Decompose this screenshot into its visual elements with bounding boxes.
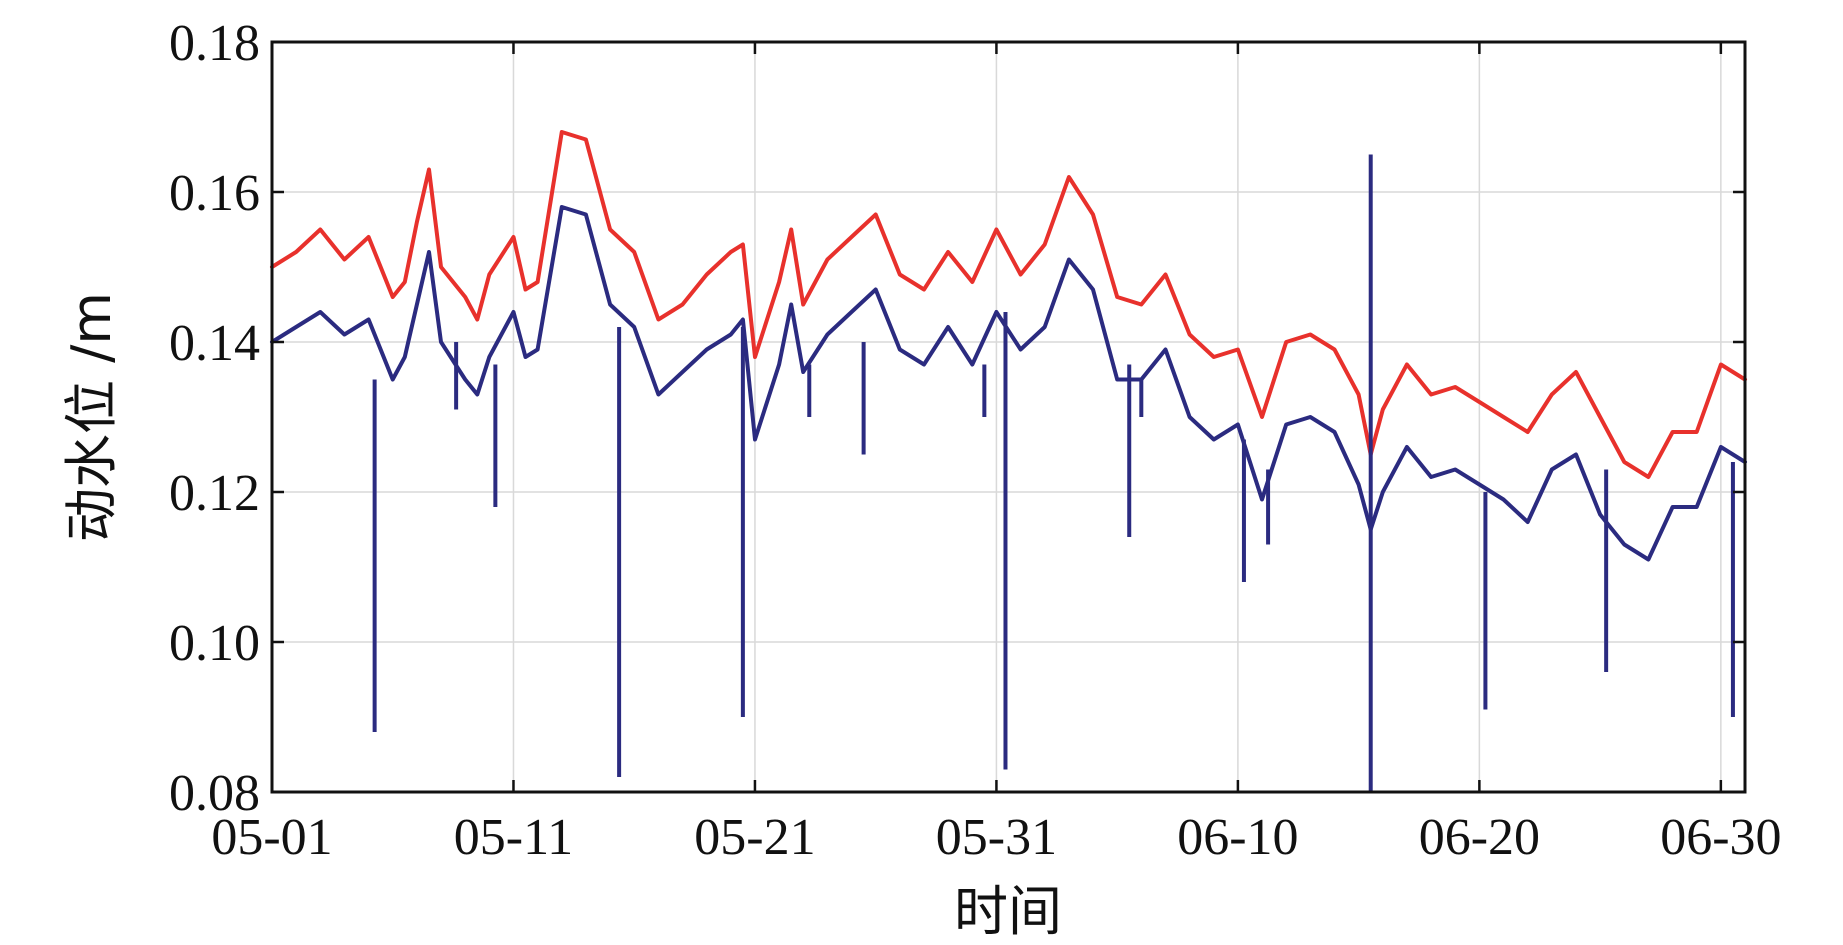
x-axis-title: 时间 bbox=[954, 880, 1062, 943]
x-tick-label: 06-30 bbox=[1660, 809, 1781, 866]
tick-marks bbox=[270, 40, 1745, 794]
x-tick-label: 05-01 bbox=[211, 809, 332, 866]
series-line-blue bbox=[270, 205, 1747, 562]
x-tick-label: 06-20 bbox=[1419, 809, 1540, 866]
x-tick-label: 05-21 bbox=[694, 809, 815, 866]
x-tick-labels: 05-01 05-11 05-21 05-31 06-10 06-20 06-30 bbox=[211, 809, 1781, 866]
x-tick-label: 05-31 bbox=[936, 809, 1057, 866]
y-tick-label: 0.08 bbox=[169, 765, 260, 822]
y-tick-label: 0.18 bbox=[169, 15, 260, 72]
y-tick-label: 0.14 bbox=[169, 315, 260, 372]
y-tick-label: 0.10 bbox=[169, 615, 260, 672]
series-lines bbox=[270, 130, 1747, 792]
y-axis-title: 动水位 /m bbox=[60, 292, 123, 542]
y-tick-labels: 0.08 0.10 0.12 0.14 0.16 0.18 bbox=[169, 15, 260, 822]
series-line-red bbox=[270, 130, 1747, 479]
x-tick-label: 06-10 bbox=[1177, 809, 1298, 866]
plot-frame bbox=[270, 40, 1747, 794]
y-tick-label: 0.16 bbox=[169, 165, 260, 222]
y-tick-label: 0.12 bbox=[169, 465, 260, 522]
x-tick-label: 05-11 bbox=[454, 809, 573, 866]
grid-lines bbox=[271, 41, 1745, 793]
